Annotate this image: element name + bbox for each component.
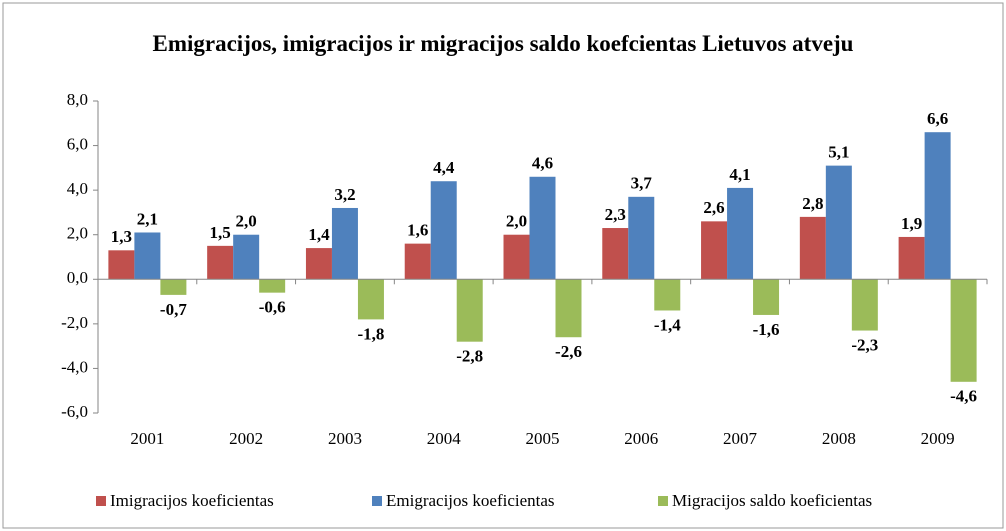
data-label: 1,4 [308,225,330,244]
y-tick-label: 8,0 [67,90,88,109]
bar [259,279,286,293]
bar [825,165,852,280]
bar [851,279,878,331]
legend-label: Migracijos saldo koeficientas [672,491,872,510]
x-tick-label: 2007 [723,429,758,448]
bar [503,234,530,280]
legend-swatch [658,496,668,506]
bar [331,207,358,280]
data-label: 6,6 [927,109,948,128]
bar [555,279,582,338]
data-label: 2,1 [137,209,158,228]
data-label: 1,5 [210,223,231,242]
data-label: 4,6 [532,154,553,173]
data-label: -1,4 [654,315,681,334]
bar [950,279,977,382]
bar [701,221,728,280]
bar [727,187,754,280]
y-tick-label: 4,0 [67,179,88,198]
chart-title: Emigracijos, imigracijos ir migracijos s… [152,31,854,56]
data-label: 4,4 [433,158,455,177]
bar [898,236,925,280]
bar [233,234,260,280]
data-label: -2,3 [851,335,878,354]
y-tick-label: 2,0 [67,224,88,243]
bar [456,279,483,342]
bar [134,232,161,280]
x-tick-label: 2006 [624,429,658,448]
data-label: -2,8 [456,347,483,366]
legend-label: Imigracijos koeficientas [110,491,274,510]
legend-label: Emigracijos koeficientas [386,491,555,510]
bar [602,228,629,280]
data-label: 5,1 [828,143,849,162]
bar [799,216,826,280]
data-label: 1,3 [111,227,132,246]
data-label: 1,6 [407,221,428,240]
data-label: 4,1 [729,165,750,184]
data-label: -1,6 [753,320,780,339]
bar [160,279,187,295]
x-tick-label: 2009 [921,429,955,448]
data-label: 2,3 [605,205,626,224]
data-label: -2,6 [555,342,582,361]
data-label: 2,8 [802,194,823,213]
x-tick-label: 2005 [526,429,560,448]
x-tick-label: 2008 [822,429,856,448]
y-tick-label: -4,0 [61,357,88,376]
data-label: 3,2 [334,185,355,204]
bar [357,279,384,320]
data-label: -0,6 [259,298,286,317]
y-tick-label: 0,0 [67,268,88,287]
x-tick-label: 2002 [229,429,263,448]
data-label: 2,0 [236,212,257,231]
legend-swatch [372,496,382,506]
x-tick-label: 2003 [328,429,362,448]
data-label: 2,6 [703,198,724,217]
legend-swatch [96,496,106,506]
data-label: 2,0 [506,212,527,231]
bar [654,279,681,311]
bar [430,181,457,280]
y-tick-label: 6,0 [67,134,88,153]
data-label: -0,7 [160,300,187,319]
data-label: -1,8 [357,324,384,343]
data-label: -4,6 [950,387,977,406]
data-label: 3,7 [631,174,653,193]
bar [753,279,780,315]
bar [108,250,135,280]
x-tick-label: 2001 [130,429,164,448]
bar [529,176,556,280]
bar [924,132,951,280]
bar [628,196,655,280]
x-tick-label: 2004 [427,429,462,448]
bar [207,245,234,280]
y-tick-label: -6,0 [61,402,88,421]
bar [305,248,332,280]
bar [404,243,431,280]
y-tick-label: -2,0 [61,313,88,332]
data-label: 1,9 [901,214,922,233]
